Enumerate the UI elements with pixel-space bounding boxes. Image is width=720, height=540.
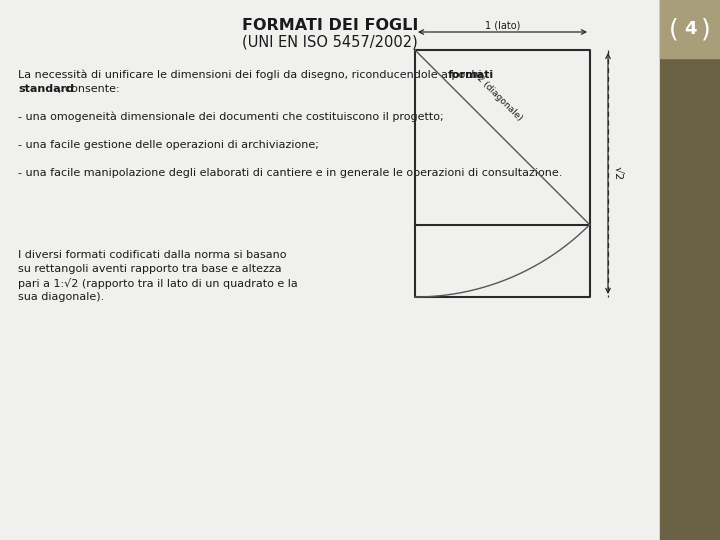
Text: formati: formati bbox=[447, 70, 493, 80]
Text: - una facile manipolazione degli elaborati di cantiere e in generale le operazio: - una facile manipolazione degli elabora… bbox=[18, 168, 562, 178]
Text: √2: √2 bbox=[613, 166, 623, 180]
Text: La necessità di unificare le dimensioni dei fogli da disegno, riconducendole a p: La necessità di unificare le dimensioni … bbox=[18, 70, 485, 80]
Text: (UNI EN ISO 5457/2002): (UNI EN ISO 5457/2002) bbox=[242, 35, 418, 50]
Text: , consente:: , consente: bbox=[58, 84, 120, 94]
Text: 4: 4 bbox=[684, 20, 696, 38]
Text: standard: standard bbox=[18, 84, 74, 94]
Text: sua diagonale).: sua diagonale). bbox=[18, 292, 104, 302]
Text: pari a 1:√2 (rapporto tra il lato di un quadrato e la: pari a 1:√2 (rapporto tra il lato di un … bbox=[18, 278, 298, 289]
Bar bbox=[660, 0, 720, 540]
Text: su rettangoli aventi rapporto tra base e altezza: su rettangoli aventi rapporto tra base e… bbox=[18, 264, 282, 274]
Text: √2 (diagonale): √2 (diagonale) bbox=[471, 69, 524, 123]
Text: I diversi formati codificati dalla norma si basano: I diversi formati codificati dalla norma… bbox=[18, 250, 287, 260]
Text: FORMATI DEI FOGLI: FORMATI DEI FOGLI bbox=[242, 17, 418, 32]
Text: ): ) bbox=[701, 17, 711, 41]
Text: - una omogeneità dimensionale dei documenti che costituiscono il progetto;: - una omogeneità dimensionale dei docume… bbox=[18, 112, 444, 123]
Text: - una facile gestione delle operazioni di archiviazione;: - una facile gestione delle operazioni d… bbox=[18, 140, 319, 150]
Text: (: ( bbox=[669, 17, 679, 41]
Bar bbox=[660, 0, 720, 58]
Text: 1 (lato): 1 (lato) bbox=[485, 20, 520, 30]
